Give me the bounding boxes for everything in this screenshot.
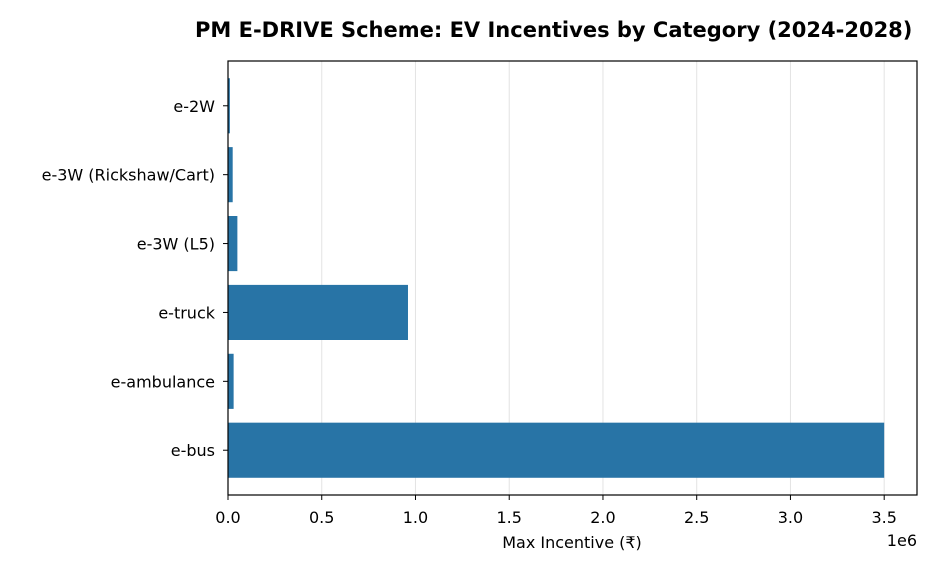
bar [228,284,408,340]
bar [228,78,230,134]
bar [228,422,885,478]
x-tick-label: 0.5 [309,508,334,527]
x-tick-label: 2.5 [684,508,709,527]
x-axis-multiplier: 1e6 [887,531,917,550]
x-tick-label: 1.0 [403,508,428,527]
y-axis: e-2W e-3W (Rickshaw/Cart) e-3W (L5) e-truck… [42,97,228,460]
y-tick-label: e-3W (L5) [137,235,215,254]
y-tick-label: e-ambulance [111,372,215,391]
x-tick-label: 3.0 [778,508,803,527]
x-tick-label: 3.5 [871,508,896,527]
bar [228,353,234,409]
y-tick-label: e-bus [171,441,215,460]
x-tick-label: 2.0 [590,508,615,527]
bar [228,216,238,272]
x-axis-title: Max Incentive (₹) [502,533,642,552]
y-tick-label: e-3W (Rickshaw/Cart) [42,166,215,185]
gridlines [227,61,885,495]
x-axis: 0.0 0.5 1.0 1.5 2.0 2.5 3.0 3.5 [215,495,897,527]
chart-title: PM E-DRIVE Scheme: EV Incentives by Cate… [195,18,912,42]
x-tick-label: 0.0 [215,508,240,527]
y-tick-label: e-truck [158,303,215,322]
bar [228,147,233,203]
x-tick-label: 1.5 [496,508,521,527]
bars [228,78,885,478]
plot-frame [227,60,918,496]
y-tick-label: e-2W [173,97,215,116]
